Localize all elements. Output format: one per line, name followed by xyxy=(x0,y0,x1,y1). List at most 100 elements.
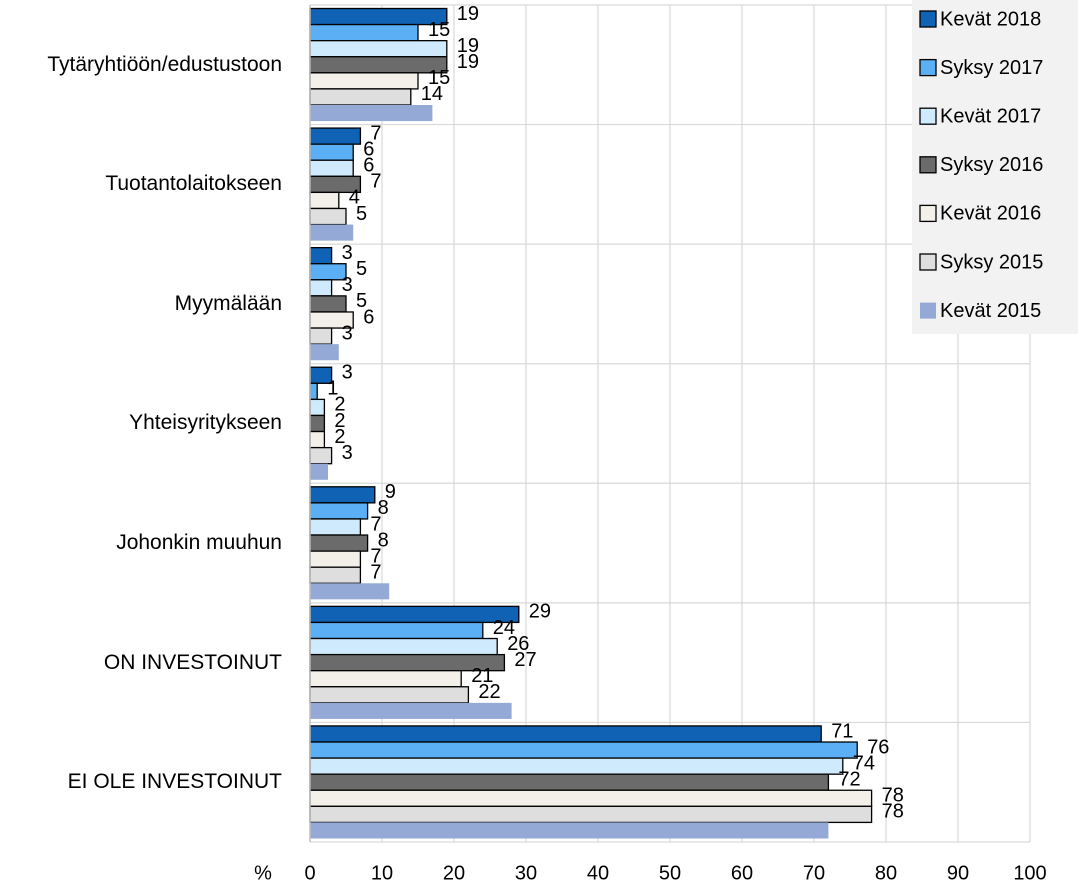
bar xyxy=(309,518,362,536)
data-label: 29 xyxy=(529,601,551,623)
data-label: 21 xyxy=(471,665,493,687)
data-label: 19 xyxy=(457,3,479,25)
bar xyxy=(309,414,326,433)
bar xyxy=(309,789,873,807)
bar xyxy=(309,263,347,281)
data-label: 78 xyxy=(882,785,904,807)
data-label: 76 xyxy=(867,736,889,758)
bar xyxy=(309,279,333,297)
legend-label: Kevät 2016 xyxy=(940,203,1041,225)
data-label: 2 xyxy=(334,394,345,416)
bar xyxy=(309,327,333,345)
bar xyxy=(309,486,376,504)
data-label: 6 xyxy=(363,138,374,160)
data-label: 72 xyxy=(838,768,860,790)
data-label: 24 xyxy=(493,617,515,639)
bar xyxy=(309,621,484,640)
bar xyxy=(309,566,362,584)
data-label: 7 xyxy=(370,545,381,567)
x-tick-label: 40 xyxy=(587,862,609,884)
legend-label: Kevät 2017 xyxy=(940,105,1041,127)
bar xyxy=(309,446,333,465)
bar xyxy=(309,40,448,58)
x-axis-label: % xyxy=(254,862,272,884)
legend-swatch xyxy=(919,204,937,223)
data-label: 8 xyxy=(378,529,389,551)
data-label: 3 xyxy=(342,322,353,344)
legend-swatch xyxy=(919,156,937,174)
legend-swatch xyxy=(919,107,937,125)
x-tick-label: 70 xyxy=(803,862,825,884)
bar xyxy=(309,637,498,656)
category-label: Tytäryhtiöön/edustustoon xyxy=(0,5,282,125)
bar xyxy=(310,822,829,839)
category-text: Johonkin muuhun xyxy=(116,531,282,555)
legend-swatch xyxy=(919,58,937,77)
bar xyxy=(309,295,347,313)
bar xyxy=(309,805,873,824)
data-label: 4 xyxy=(349,187,360,209)
bar xyxy=(309,207,347,226)
data-label: 2 xyxy=(334,426,345,448)
bar xyxy=(309,23,419,42)
data-label: 3 xyxy=(342,442,353,464)
data-label: 3 xyxy=(342,242,353,264)
bar xyxy=(309,773,830,791)
data-label: 2 xyxy=(334,410,345,432)
bar xyxy=(310,344,339,361)
data-label: 15 xyxy=(428,19,450,41)
legend-label: Syksy 2015 xyxy=(940,251,1043,273)
bar xyxy=(309,7,448,26)
category-label: Myymälään xyxy=(0,244,282,364)
data-label: 6 xyxy=(363,306,374,328)
legend: Kevät 2018 Syksy 2017 Kevät 2017 Syksy 2016… xyxy=(912,0,1078,334)
category-text: Myymälään xyxy=(174,291,282,315)
x-tick-label: 100 xyxy=(1013,862,1046,884)
bar xyxy=(309,72,419,90)
x-tick-label: 60 xyxy=(731,862,753,884)
data-label: 71 xyxy=(831,720,853,742)
data-label: 1 xyxy=(327,378,338,400)
data-label: 5 xyxy=(356,258,367,280)
data-label: 19 xyxy=(457,35,479,57)
bar xyxy=(309,159,354,177)
data-label: 7 xyxy=(370,513,381,535)
legend-label: Kevät 2015 xyxy=(940,300,1041,322)
category-label: Johonkin muuhun xyxy=(0,483,282,603)
bar xyxy=(309,430,326,449)
data-label: 5 xyxy=(356,203,367,225)
bar xyxy=(309,382,318,401)
data-label: 3 xyxy=(342,362,353,384)
x-tick-label: 80 xyxy=(875,862,897,884)
data-label: 7 xyxy=(370,122,381,144)
bar xyxy=(310,104,433,122)
data-label: 22 xyxy=(478,681,500,703)
bar xyxy=(310,224,354,241)
bar xyxy=(309,191,340,210)
legend-swatch xyxy=(919,10,937,28)
data-label: 19 xyxy=(457,51,479,73)
category-label: ON INVESTOINUT xyxy=(0,603,282,723)
bar xyxy=(309,88,412,106)
bar xyxy=(309,757,844,775)
x-tick-label: 30 xyxy=(515,862,537,884)
category-text: ON INVESTOINUT xyxy=(103,650,282,674)
x-tick-label: 50 xyxy=(659,862,681,884)
data-label: 9 xyxy=(385,481,396,503)
bar xyxy=(309,686,470,704)
bar xyxy=(310,702,512,719)
x-tick-label: 0 xyxy=(304,862,315,884)
data-label: 74 xyxy=(853,752,875,774)
data-label: 5 xyxy=(356,290,367,312)
legend-swatch xyxy=(920,302,936,319)
data-label: 78 xyxy=(882,801,904,823)
legend-label: Kevät 2018 xyxy=(940,8,1041,30)
data-label: 8 xyxy=(378,497,389,519)
bar xyxy=(309,670,462,688)
bar xyxy=(309,741,858,759)
bar xyxy=(309,502,369,520)
data-label: 7 xyxy=(370,171,381,193)
bar xyxy=(309,725,822,743)
